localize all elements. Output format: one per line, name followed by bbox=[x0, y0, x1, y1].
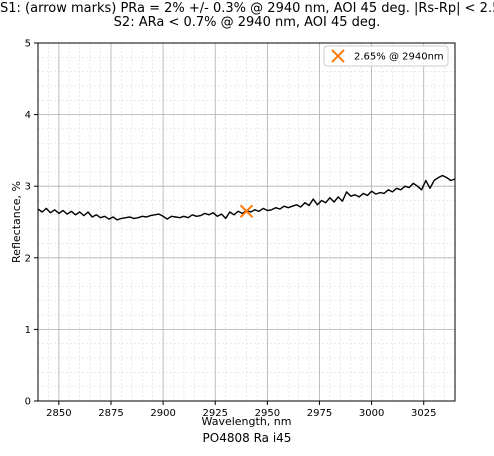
x-tick-label: 2950 bbox=[255, 408, 280, 419]
reflectance-series-line bbox=[37, 174, 456, 221]
minor-grid bbox=[37, 42, 456, 402]
x-axis-label: Wavelength, nm bbox=[202, 415, 292, 428]
y-tick-label: 4 bbox=[25, 110, 31, 121]
x-tick-label: 3025 bbox=[411, 408, 436, 419]
y-tick-label: 3 bbox=[25, 182, 31, 193]
x-tick-label: 2925 bbox=[202, 408, 227, 419]
legend-box bbox=[323, 45, 449, 67]
x-tick-label: 2900 bbox=[150, 408, 175, 419]
chart-title-line2: S2: ARa < 0.7% @ 2940 nm, AOI 45 deg. bbox=[113, 15, 381, 30]
y-axis-label: Reflectance, % bbox=[10, 181, 23, 263]
marker-x-point bbox=[239, 204, 254, 218]
axis-ticks: 2850 2875 2900 2925 2950 2975 3000 3025 0 1 2 3 4 5 bbox=[25, 39, 437, 420]
x-tick-label: 2850 bbox=[46, 408, 71, 419]
plot-area-frame bbox=[37, 42, 456, 402]
x-tick-label: 2875 bbox=[98, 408, 123, 419]
marker-layer bbox=[239, 204, 254, 218]
legend-label: 2.65% @ 2940nm bbox=[354, 52, 444, 63]
y-tick-label: 0 bbox=[25, 397, 31, 408]
legend-marker-x-icon bbox=[331, 49, 345, 63]
legend: 2.65% @ 2940nm bbox=[323, 45, 449, 67]
chart-title-line1: S1: (arrow marks) PRa = 2% +/- 0.3% @ 29… bbox=[0, 1, 494, 16]
figure-caption: PO4808 Ra i45 bbox=[202, 431, 292, 445]
y-tick-label: 2 bbox=[25, 253, 31, 264]
x-tick-label: 3000 bbox=[359, 408, 384, 419]
x-tick-label: 2975 bbox=[307, 408, 332, 419]
y-tick-label: 5 bbox=[25, 39, 31, 50]
y-tick-label: 1 bbox=[25, 325, 31, 336]
series-group bbox=[37, 174, 456, 221]
